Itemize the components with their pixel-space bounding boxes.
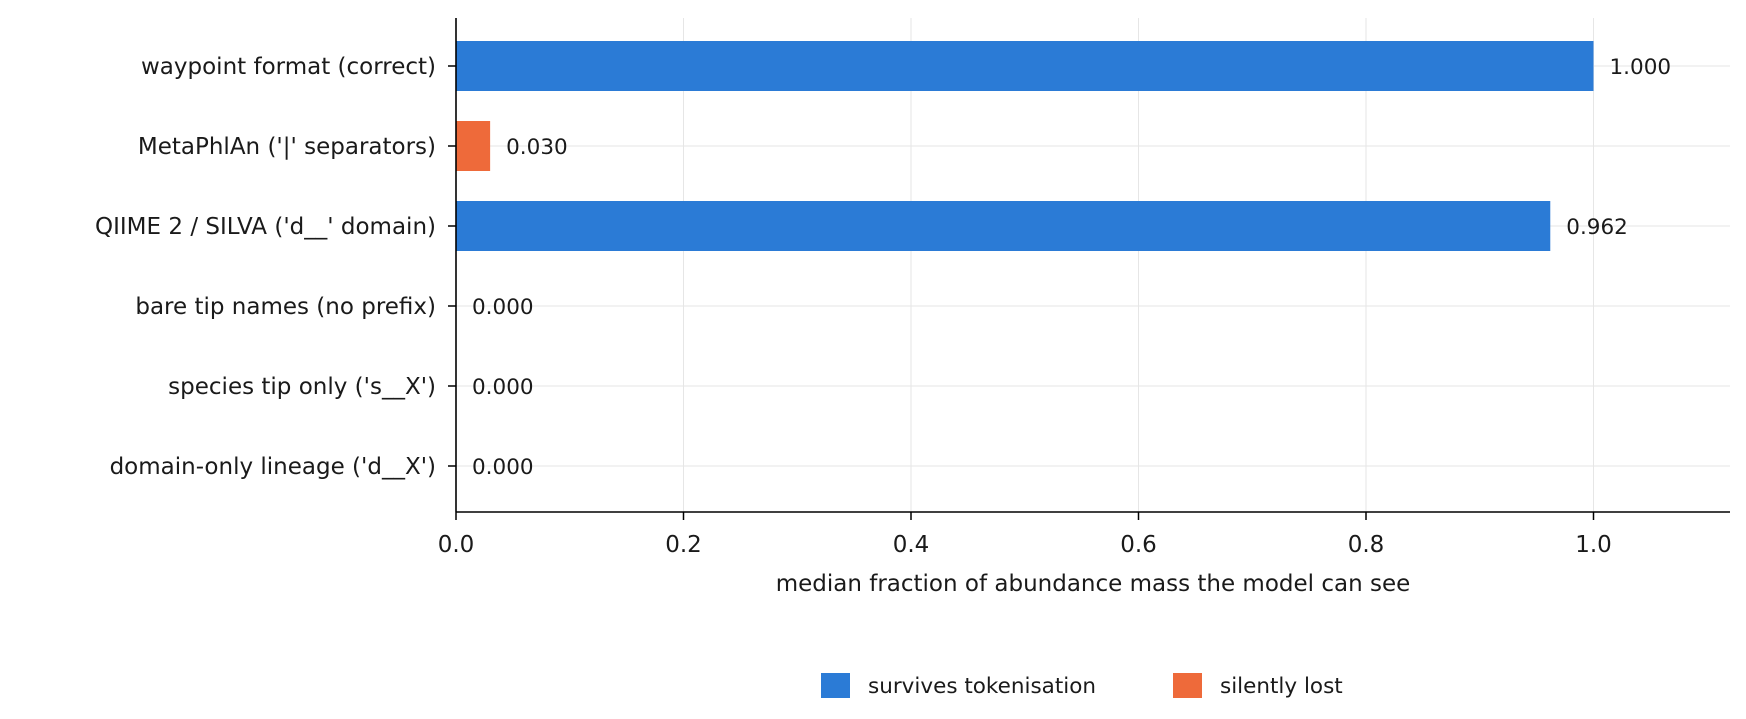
category-label-0: waypoint format (correct)	[141, 54, 436, 80]
x-tick-label-3: 0.6	[1120, 532, 1157, 558]
x-axis-title: median fraction of abundance mass the mo…	[776, 571, 1411, 597]
category-label-1: MetaPhlAn ('|' separators)	[138, 134, 436, 160]
x-tick-label-1: 0.2	[665, 532, 702, 558]
value-label-0: 1.000	[1610, 55, 1672, 80]
legend-label-1: silently lost	[1220, 674, 1343, 699]
value-label-1: 0.030	[506, 135, 568, 160]
legend-swatch-0	[821, 673, 850, 698]
value-labels: 1.000 0.030 0.962 0.000 0.000 0.000	[472, 55, 1671, 480]
bar-0	[456, 41, 1594, 91]
legend: survives tokenisation silently lost	[821, 673, 1343, 699]
category-label-3: bare tip names (no prefix)	[135, 294, 436, 320]
value-label-5: 0.000	[472, 455, 534, 480]
bar-1	[456, 121, 491, 171]
category-label-5: domain-only lineage ('d__X')	[110, 454, 436, 480]
category-label-2: QIIME 2 / SILVA ('d__' domain)	[95, 214, 436, 240]
legend-label-0: survives tokenisation	[868, 674, 1096, 699]
x-tick-label-5: 1.0	[1575, 532, 1612, 558]
bars	[456, 41, 1594, 251]
value-label-2: 0.962	[1566, 215, 1628, 240]
x-ticks: 0.0 0.2 0.4 0.6 0.8 1.0	[438, 65, 1612, 558]
grid-lines	[455, 18, 1730, 512]
value-label-3: 0.000	[472, 295, 534, 320]
x-tick-label-0: 0.0	[438, 532, 475, 558]
x-tick-label-2: 0.4	[893, 532, 930, 558]
value-label-4: 0.000	[472, 375, 534, 400]
bar-2	[456, 201, 1551, 251]
x-tick-label-4: 0.8	[1348, 532, 1385, 558]
legend-swatch-1	[1173, 673, 1202, 698]
category-labels: waypoint format (correct) MetaPhlAn ('|' …	[95, 54, 436, 480]
category-label-4: species tip only ('s__X')	[168, 374, 436, 400]
